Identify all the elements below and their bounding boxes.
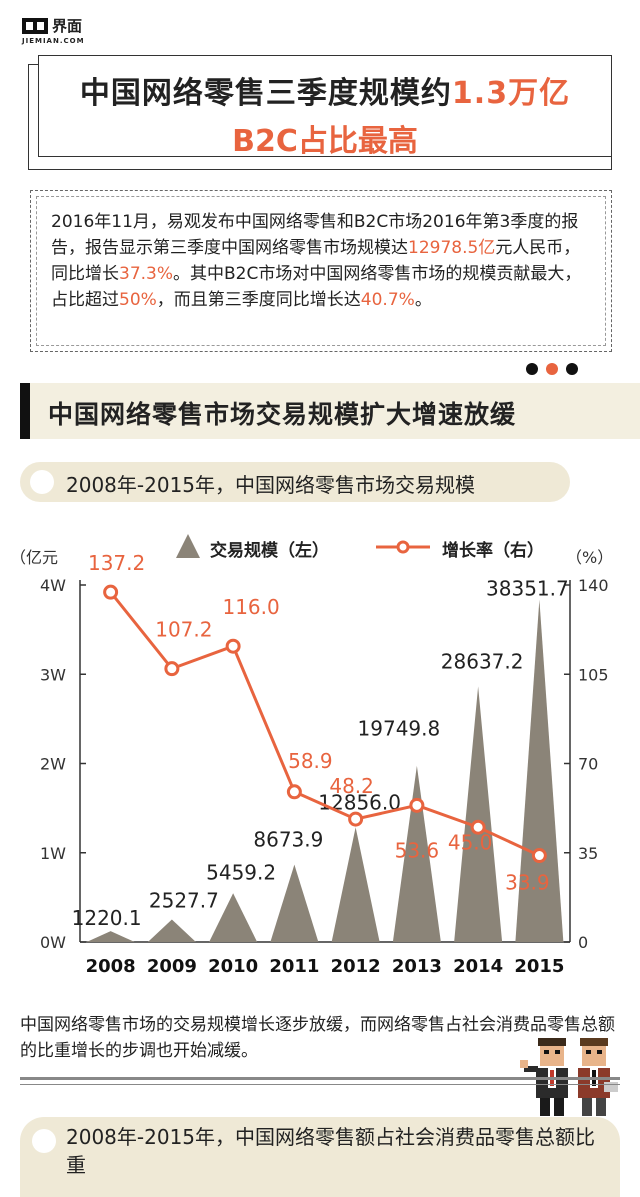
right-tick-label: 140: [578, 576, 609, 595]
growth-point: [286, 784, 302, 800]
legend-label-volume: 交易规模（左）: [210, 540, 329, 561]
person-left-icon: [520, 1038, 568, 1116]
chart-subtitle: 2008年-2015年，中国网络零售市场交易规模: [66, 473, 476, 497]
bar-triangle: [86, 931, 135, 942]
right-tick-label: 70: [578, 755, 598, 774]
right-tick-label: 105: [578, 665, 609, 684]
growth-value-label: 53.6: [395, 838, 440, 862]
x-tick-label: 2009: [147, 956, 197, 977]
left-tick-label: 2W: [40, 755, 66, 774]
intro-box: 2016年11月，易观发布中国网络零售和B2C市场2016年第3季度的报告，报告…: [36, 196, 606, 346]
growth-point: [470, 819, 486, 835]
chart-subtitle-pill: 2008年-2015年，中国网络零售市场交易规模: [20, 462, 570, 502]
dot: [566, 363, 578, 375]
bar-value-label: 2527.7: [149, 888, 219, 912]
intro-paragraph: 2016年11月，易观发布中国网络零售和B2C市场2016年第3季度的报告，报告…: [51, 212, 582, 310]
legend-label-growth: 增长率（右）: [442, 540, 544, 561]
x-tick-label: 2011: [269, 956, 319, 977]
logo-text: 界面: [52, 17, 83, 35]
title-box: 中国网络零售三季度规模约1.3万亿 B2C占比最高: [38, 55, 612, 159]
market-size-chart: 0W 1W 2W 3W 4W 0 35 70 105 140 （亿元 （%） 交易规模（左） 增长率（右）…: [10, 534, 613, 977]
growth-point: [225, 638, 241, 654]
jiemian-logo-icon: [22, 17, 48, 34]
growth-value-label: 45.0: [448, 830, 493, 854]
next-chart-subtitle-pill: 2008年-2015年，中国网络零售额占社会消费品零售总额比重: [20, 1117, 620, 1197]
bar-value-label: 8673.9: [253, 828, 323, 852]
intro-frame: [30, 190, 612, 352]
x-tick-label: 2015: [514, 956, 564, 977]
dot: [526, 363, 538, 375]
bar-triangle: [331, 827, 380, 942]
legend-marker-icon: [396, 540, 410, 554]
bar-triangle: [147, 919, 196, 942]
bar-triangle: [515, 599, 564, 942]
right-axis-label: （%）: [566, 548, 613, 567]
logo-url: JIEMIAN.COM: [22, 37, 85, 45]
left-axis-label: （亿元: [10, 548, 58, 567]
left-tick-label: 0W: [40, 933, 66, 952]
right-tick-label: 35: [578, 844, 598, 863]
pagination-dots: [526, 363, 578, 375]
bar-triangle: [270, 864, 319, 942]
x-tick-label: 2010: [208, 956, 258, 977]
right-tick-label: 0: [578, 933, 588, 952]
divider: [20, 1077, 620, 1085]
growth-value-label: 137.2: [88, 551, 145, 575]
growth-value-label: 58.9: [288, 749, 333, 773]
left-tick-label: 1W: [40, 844, 66, 863]
growth-value-label: 107.2: [155, 618, 212, 642]
growth-line: [109, 591, 541, 857]
jiemian-logo: 界面 JIEMIAN.COM: [22, 15, 85, 45]
growth-value-label: 48.2: [329, 774, 374, 798]
bullet-circle-icon: [30, 470, 54, 494]
x-tick-label: 2008: [86, 956, 136, 977]
bar-value-label: 28637.2: [441, 649, 524, 673]
businessmen-illustration: [520, 1038, 618, 1116]
bar-value-label: 38351.7: [486, 577, 569, 601]
growth-point: [164, 661, 180, 677]
next-chart-subtitle: 2008年-2015年，中国网络零售额占社会消费品零售总额比重: [66, 1125, 596, 1177]
growth-point: [348, 811, 364, 827]
growth-point: [531, 848, 547, 864]
growth-value-label: 116.0: [222, 595, 279, 619]
bar-value-label: 1220.1: [72, 906, 142, 930]
x-tick-label: 2014: [453, 956, 503, 977]
growth-point: [409, 797, 425, 813]
bar-triangle: [454, 686, 503, 942]
bar-value-label: 12856.0: [318, 790, 401, 814]
title-line1: 中国网络零售三季度规模约1.3万亿: [79, 76, 571, 111]
bar-value-label: 19749.8: [358, 717, 441, 741]
section-header: 中国网络零售市场交易规模扩大增速放缓: [20, 383, 640, 439]
chart-note: 中国网络零售市场的交易规模增长逐步放缓，而网络零售占社会消费品零售总额的比重增长…: [20, 1015, 615, 1061]
bar-triangle: [209, 893, 258, 942]
x-tick-label: 2012: [331, 956, 381, 977]
bar-triangle: [392, 765, 441, 942]
section-title: 中国网络零售市场交易规模扩大增速放缓: [48, 400, 517, 429]
bar-value-label: 5459.2: [206, 860, 276, 884]
legend-triangle-icon: [176, 534, 200, 558]
bullet-circle-icon: [32, 1129, 56, 1153]
growth-point: [103, 584, 119, 600]
x-tick-label: 2013: [392, 956, 442, 977]
growth-value-label: 33.9: [505, 871, 550, 895]
left-tick-label: 4W: [40, 576, 66, 595]
left-tick-label: 3W: [40, 665, 66, 684]
title-line2: B2C占比最高: [232, 124, 418, 159]
dot-active: [546, 363, 558, 375]
